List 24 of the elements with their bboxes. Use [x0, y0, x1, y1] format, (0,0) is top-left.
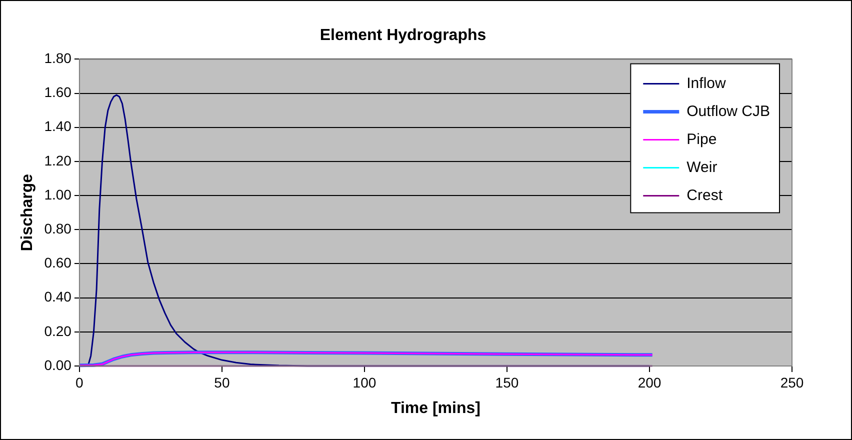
legend-label: Pipe	[686, 130, 717, 148]
legend-label: Outflow CJB	[686, 102, 770, 120]
y-axis-title: Discharge	[19, 174, 36, 252]
legend-label: Crest	[686, 186, 724, 204]
legend-label: Inflow	[686, 74, 726, 92]
y-tick-label: 1.00	[44, 186, 72, 202]
y-tick-label: 0.00	[44, 356, 72, 373]
y-tick-label: 1.20	[44, 152, 72, 168]
y-tick-label: 1.40	[44, 118, 72, 134]
x-tick-label: 200	[638, 374, 662, 390]
x-tick-label: 150	[495, 374, 519, 390]
y-tick-label: 1.60	[44, 84, 72, 100]
y-tick-label: 1.80	[44, 50, 72, 66]
x-tick-label: 100	[352, 374, 376, 390]
x-tick-label: 250	[780, 374, 804, 390]
chart-title: Element Hydrographs	[320, 27, 486, 44]
x-axis-title: Time [mins]	[390, 400, 480, 417]
legend-label: Weir	[686, 158, 718, 176]
y-tick-label: 0.60	[44, 254, 72, 271]
y-tick-label: 0.80	[44, 220, 72, 237]
y-tick-label: 0.40	[44, 288, 72, 305]
y-tick-label: 0.20	[44, 322, 72, 339]
x-tick-label: 50	[214, 374, 230, 390]
x-tick-label: 0	[76, 374, 84, 390]
